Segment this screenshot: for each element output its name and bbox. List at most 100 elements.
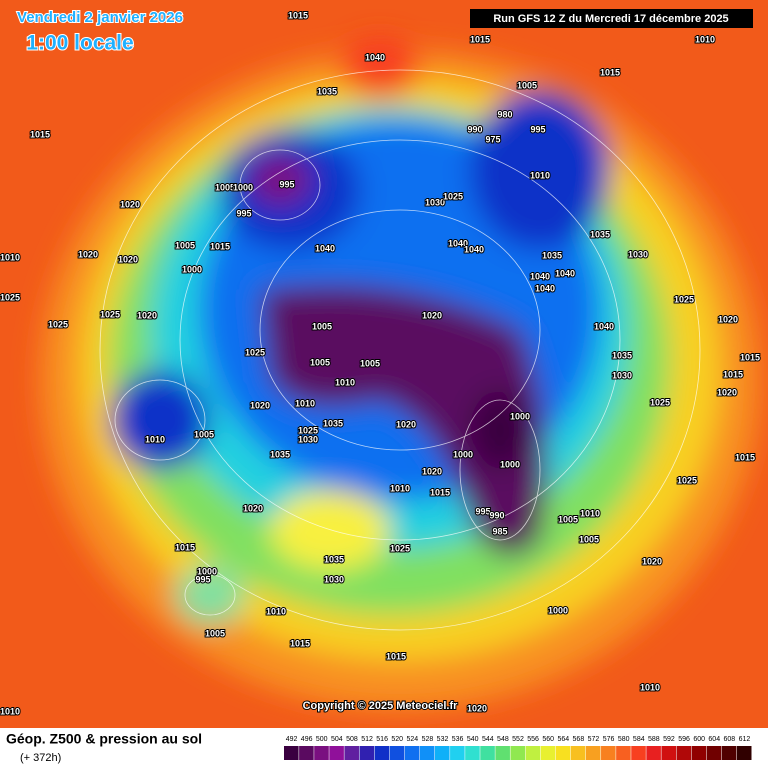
- isobar-label: 1015: [735, 452, 755, 462]
- legend-swatch: [389, 746, 405, 760]
- legend-swatch: [570, 746, 586, 760]
- isobar-label: 980: [497, 109, 512, 119]
- legend-swatch: [721, 746, 737, 760]
- isobar-label: 1035: [323, 418, 343, 428]
- legend-label: 508: [346, 736, 358, 743]
- legend-swatch: [419, 746, 435, 760]
- isobar-label: 1010: [390, 483, 410, 493]
- time: 1:00 locale: [26, 32, 133, 55]
- isobar-label: 1025: [48, 319, 68, 329]
- isobar-label: 1025: [0, 292, 20, 302]
- legend-label: 560: [542, 736, 554, 743]
- legend-swatch: [691, 746, 707, 760]
- isobar-label: 1035: [270, 449, 290, 459]
- isobar-label: 1000: [548, 605, 568, 615]
- legend-label: 572: [588, 736, 600, 743]
- isobar-label: 1020: [396, 419, 416, 429]
- map-field: [0, 0, 768, 728]
- isobar-label: 1025: [674, 294, 694, 304]
- isobar-label: 1020: [118, 254, 138, 264]
- isobar-label: 1030: [612, 370, 632, 380]
- isobar-label: 995: [279, 179, 294, 189]
- legend-label: 584: [633, 736, 645, 743]
- isobar-label: 1015: [600, 67, 620, 77]
- isobar-label: 1005: [579, 534, 599, 544]
- copyright: Copyright © 2025 Meteociel.fr: [303, 700, 459, 712]
- legend-label: 500: [316, 736, 328, 743]
- isobar-label: 1040: [315, 243, 335, 253]
- isobar-label: 1035: [590, 229, 610, 239]
- isobar-label: 1015: [288, 10, 308, 20]
- isobar-label: 1025: [677, 475, 697, 485]
- isobar-label: 1040: [594, 321, 614, 331]
- isobar-label: 1035: [542, 250, 562, 260]
- legend-swatch: [646, 746, 661, 760]
- legend-swatch: [601, 746, 616, 760]
- isobar-label: 1005: [312, 321, 332, 331]
- legend-swatch: [434, 746, 450, 760]
- legend-label: 504: [331, 736, 343, 743]
- isobar-label: 1040: [464, 244, 484, 254]
- legend-swatch: [284, 746, 299, 760]
- isobar-label: 1000: [453, 449, 473, 459]
- isobar-label: 1015: [740, 352, 760, 362]
- isobar-label: 1020: [642, 556, 662, 566]
- legend-label: 552: [512, 736, 524, 743]
- legend-label: 580: [618, 736, 630, 743]
- legend-label: 492: [286, 736, 298, 743]
- isobar-label: 975: [485, 134, 500, 144]
- isobar-label: 1005: [360, 358, 380, 368]
- legend-swatch: [359, 746, 375, 760]
- legend-label: 536: [452, 736, 464, 743]
- isobar-label: 1015: [175, 542, 195, 552]
- legend-swatch: [299, 746, 314, 760]
- isobar-labels: 1015 1015 1010 1040 1035 1005 1015 1015 980 990 97…: [0, 9, 761, 717]
- isobar-label: 1000: [510, 411, 530, 421]
- legend-label: 588: [648, 736, 660, 743]
- isobar-label: 1010: [266, 606, 286, 616]
- legend-label: 596: [678, 736, 690, 743]
- isobar-label: 1040: [555, 268, 575, 278]
- legend-swatch: [736, 746, 752, 760]
- isobar-label: 1005: [215, 182, 235, 192]
- legend-label: 604: [708, 736, 720, 743]
- legend-label: 532: [437, 736, 449, 743]
- isobar-label: 1010: [295, 398, 315, 408]
- legend-label: 520: [391, 736, 403, 743]
- isobar-label: 1030: [628, 249, 648, 259]
- isobar-label: 1025: [443, 191, 463, 201]
- isobar-label: 990: [489, 510, 504, 520]
- isobar-label: 1020: [250, 400, 270, 410]
- isobar-label: 1015: [470, 34, 490, 44]
- isobar-label: 1040: [530, 271, 550, 281]
- legend-swatch: [480, 746, 495, 760]
- run-box: [470, 9, 753, 28]
- isobar-label: 1005: [175, 240, 195, 250]
- isobar-label: 1010: [580, 508, 600, 518]
- isobar-label: 1020: [422, 310, 442, 320]
- isobar-label: 1025: [298, 425, 318, 435]
- run-info: Run GFS 12 Z du Mercredi 17 décembre 202…: [493, 13, 728, 25]
- isobar-label: 1020: [717, 387, 737, 397]
- isobar-label: 1020: [120, 199, 140, 209]
- legend-label: 568: [573, 736, 585, 743]
- isobar-label: 1030: [324, 574, 344, 584]
- isobar-label: 1040: [448, 238, 468, 248]
- isobar-label: 1010: [695, 34, 715, 44]
- legend-label: 548: [497, 736, 509, 743]
- legend-swatch: [329, 746, 344, 760]
- date: Vendredi 2 janvier 2026: [17, 9, 183, 26]
- legend-label: 524: [406, 736, 418, 743]
- isobar-label: 1035: [612, 350, 632, 360]
- isobar-label: 995: [475, 506, 490, 516]
- isobar-label: 1020: [137, 310, 157, 320]
- isobar-label: 1010: [530, 170, 550, 180]
- isobar-label: 1015: [723, 369, 743, 379]
- legend-label: 556: [527, 736, 539, 743]
- legend-swatch: [585, 746, 601, 760]
- legend-label: 576: [603, 736, 615, 743]
- legend-swatch: [706, 746, 722, 760]
- isobar-label: 985: [492, 526, 507, 536]
- isobar-label: 1000: [197, 566, 217, 576]
